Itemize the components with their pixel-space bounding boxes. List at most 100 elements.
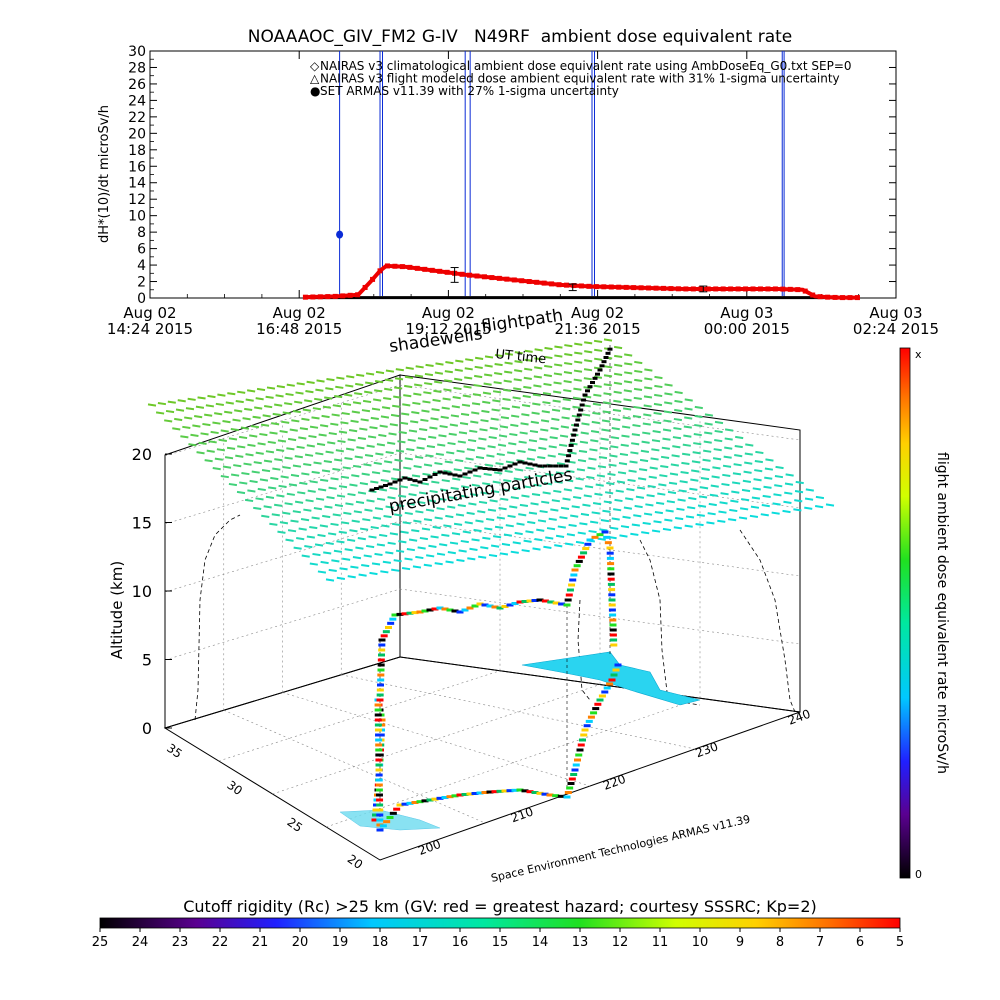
mid-track-segment (608, 598, 616, 602)
sheet-dash (805, 488, 814, 492)
sheet-dash (376, 443, 386, 447)
sheet-dash (256, 387, 266, 392)
sheet-dash (457, 440, 466, 444)
floor-track-segment (436, 796, 444, 800)
mid-track-segment (558, 602, 566, 606)
floor-track-segment (386, 816, 394, 819)
sheet-dash (325, 578, 335, 582)
mid-track-segment (376, 688, 384, 692)
x-tick-date: Aug 03 (869, 304, 922, 322)
sheet-dash (554, 345, 563, 349)
climatological-marker (631, 285, 637, 291)
sheet-dash (404, 375, 414, 379)
sheet-dash (257, 487, 266, 492)
sheet-dash (255, 397, 264, 401)
y-tick-label-18: 18 (128, 143, 146, 159)
sheet-dash (548, 445, 557, 449)
mid-track-segment (378, 648, 386, 652)
sheet-dash (681, 452, 691, 456)
sheet-dash (484, 527, 493, 531)
floor-track-segment (379, 824, 387, 828)
sheet-dash (624, 371, 633, 375)
y-tick-label-10: 10 (128, 209, 146, 225)
mid-track-segment (607, 567, 615, 571)
sheet-dash (603, 365, 613, 369)
grid-right-h (399, 452, 801, 509)
x-tick-time: 21:36 2015 (555, 320, 641, 338)
rc-tick-label-15: 15 (492, 935, 509, 950)
top-track-segment (568, 443, 574, 447)
sheet-dash (665, 509, 674, 513)
sheet-dash (722, 473, 731, 477)
sheet-dash (230, 473, 240, 477)
climatological-marker (362, 284, 368, 290)
sheet-dash (494, 362, 503, 367)
sheet-dash (304, 545, 313, 549)
top-track-segment (512, 462, 518, 466)
sheet-dash (720, 492, 729, 496)
sheet-dash (280, 475, 289, 479)
sheet-dash (157, 401, 167, 406)
climatological-marker (586, 283, 592, 289)
sheet-dash (364, 453, 374, 458)
sheet-dash (644, 368, 653, 372)
sheet-dash (395, 549, 405, 553)
sheet-dash (602, 401, 612, 405)
sheet-dash (274, 458, 283, 462)
sheet-dash (366, 544, 375, 549)
floor-track-segment (598, 694, 606, 698)
sheet-dash (538, 446, 547, 450)
y-tick-label-2: 2 (137, 275, 146, 291)
mid-track-segment (610, 643, 618, 647)
sheet-dash (573, 495, 582, 500)
sheet-dash (542, 391, 552, 396)
sheet-dash (689, 487, 698, 491)
sheet-dash (743, 470, 752, 474)
sheet-dash (491, 408, 500, 412)
sheet-dash (484, 355, 494, 359)
sheet-dash (333, 549, 343, 553)
sheet-dash (632, 414, 642, 419)
sheet-dash (488, 553, 498, 558)
grid-floor-a (218, 670, 501, 762)
sheet-dash (287, 437, 297, 442)
sheet-dash (384, 387, 393, 391)
sheet-dash (381, 406, 391, 410)
sheet-dash (654, 393, 663, 398)
sheet-dash (320, 424, 329, 428)
sheet-dash (469, 429, 478, 433)
sheet-dash (697, 504, 707, 508)
x-tick-date: Aug 02 (422, 304, 475, 322)
top-track-segment (422, 478, 428, 481)
climatological-marker (556, 282, 562, 288)
sheet-dash (606, 481, 615, 486)
sheet-dash (630, 532, 639, 536)
sheet-dash (318, 433, 327, 437)
sheet-dash (428, 435, 437, 439)
sheet-dash (255, 451, 264, 455)
sheet-dash (574, 486, 583, 490)
sheet-dash (533, 375, 542, 379)
sheet-dash (519, 503, 529, 508)
sheet-dash (220, 475, 229, 479)
sheet-dash (719, 501, 728, 505)
sheet-dash (551, 499, 560, 503)
sheet-dash (653, 420, 662, 425)
floor-track-segment (506, 789, 514, 793)
floor-track-segment (546, 793, 554, 797)
lon-tick-label-210: 210 (509, 804, 535, 825)
top-track-segment (603, 356, 609, 359)
sheet-dash (582, 503, 591, 507)
sheet-dash (722, 464, 732, 468)
sheet-dash (346, 375, 355, 379)
sheet-dash (721, 482, 730, 487)
sheet-dash (200, 432, 209, 436)
sheet-dash (286, 447, 295, 451)
sheet-dash (374, 552, 383, 557)
sheet-dash (401, 566, 411, 571)
mid-track-segment (570, 573, 578, 577)
armas-point (336, 230, 344, 239)
floor-track-segment (568, 777, 576, 781)
